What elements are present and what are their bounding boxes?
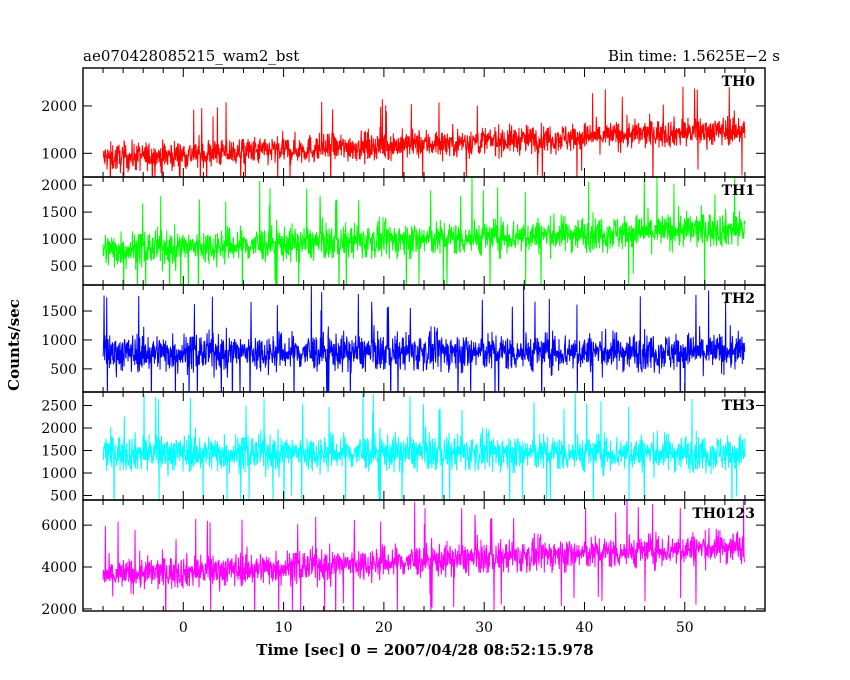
y-tick-label: 1000: [41, 333, 77, 349]
y-tick-label: 2000: [41, 421, 77, 437]
y-tick-label: 2500: [41, 399, 77, 415]
bin-time-label: Bin time: 1.5625E−2 s: [608, 47, 780, 65]
y-tick-label: 2000: [41, 178, 77, 194]
series-th1: [102, 177, 746, 285]
y-tick-label: 1500: [41, 304, 77, 320]
chart-title: ae070428085215_wam2_bst: [83, 47, 299, 65]
panel-th2: 500 1000 1500 TH2: [41, 284, 766, 393]
series-th2: [102, 285, 746, 392]
panel-th0123: 2000 4000 6000 TH0123: [41, 499, 766, 618]
x-tick-label: 50: [676, 620, 694, 636]
x-tick-labels: 0 10 20 30 40 50: [179, 620, 694, 636]
y-tick-label: 4000: [41, 560, 77, 576]
y-tick-label: 6000: [41, 518, 77, 534]
panel-th3: 500 1000 1500 2000 2500 TH3: [41, 391, 766, 505]
y-tick-label: 500: [50, 362, 77, 378]
panel-label-th3: TH3: [722, 398, 755, 414]
y-axis-title: Counts/sec: [5, 299, 23, 391]
panel-label-th1: TH1: [722, 183, 755, 199]
panels: 1000 2000 TH0 500 1000 1500 2000 TH1 500 1000 1500…: [41, 67, 766, 618]
y-tick-label: 1000: [41, 232, 77, 248]
y-tick-label: 2000: [41, 99, 77, 115]
series-th0: [102, 86, 746, 177]
y-tick-label: 1000: [41, 466, 77, 482]
panel-label-th0123: TH0123: [692, 506, 755, 522]
y-tick-label: 1500: [41, 205, 77, 221]
series-th3: [102, 392, 746, 500]
y-tick-label: 500: [50, 259, 77, 275]
x-tick-label: 0: [179, 620, 188, 636]
y-tick-label: 500: [50, 489, 77, 505]
x-tick-label: 40: [576, 620, 594, 636]
x-tick-label: 30: [475, 620, 493, 636]
x-tick-label: 10: [275, 620, 293, 636]
panel-label-th2: TH2: [722, 291, 755, 307]
x-tick-label: 20: [375, 620, 393, 636]
x-axis-title: Time [sec] 0 = 2007/04/28 08:52:15.978: [256, 641, 593, 659]
y-tick-label: 1000: [41, 146, 77, 162]
panel-th1: 500 1000 1500 2000 TH1: [41, 176, 766, 286]
panel-frame: [82, 284, 766, 393]
y-tick-label: 1500: [41, 444, 77, 460]
series-th0123: [102, 500, 746, 611]
panel-label-th0: TH0: [722, 74, 756, 90]
y-tick-label: 2000: [41, 602, 77, 618]
